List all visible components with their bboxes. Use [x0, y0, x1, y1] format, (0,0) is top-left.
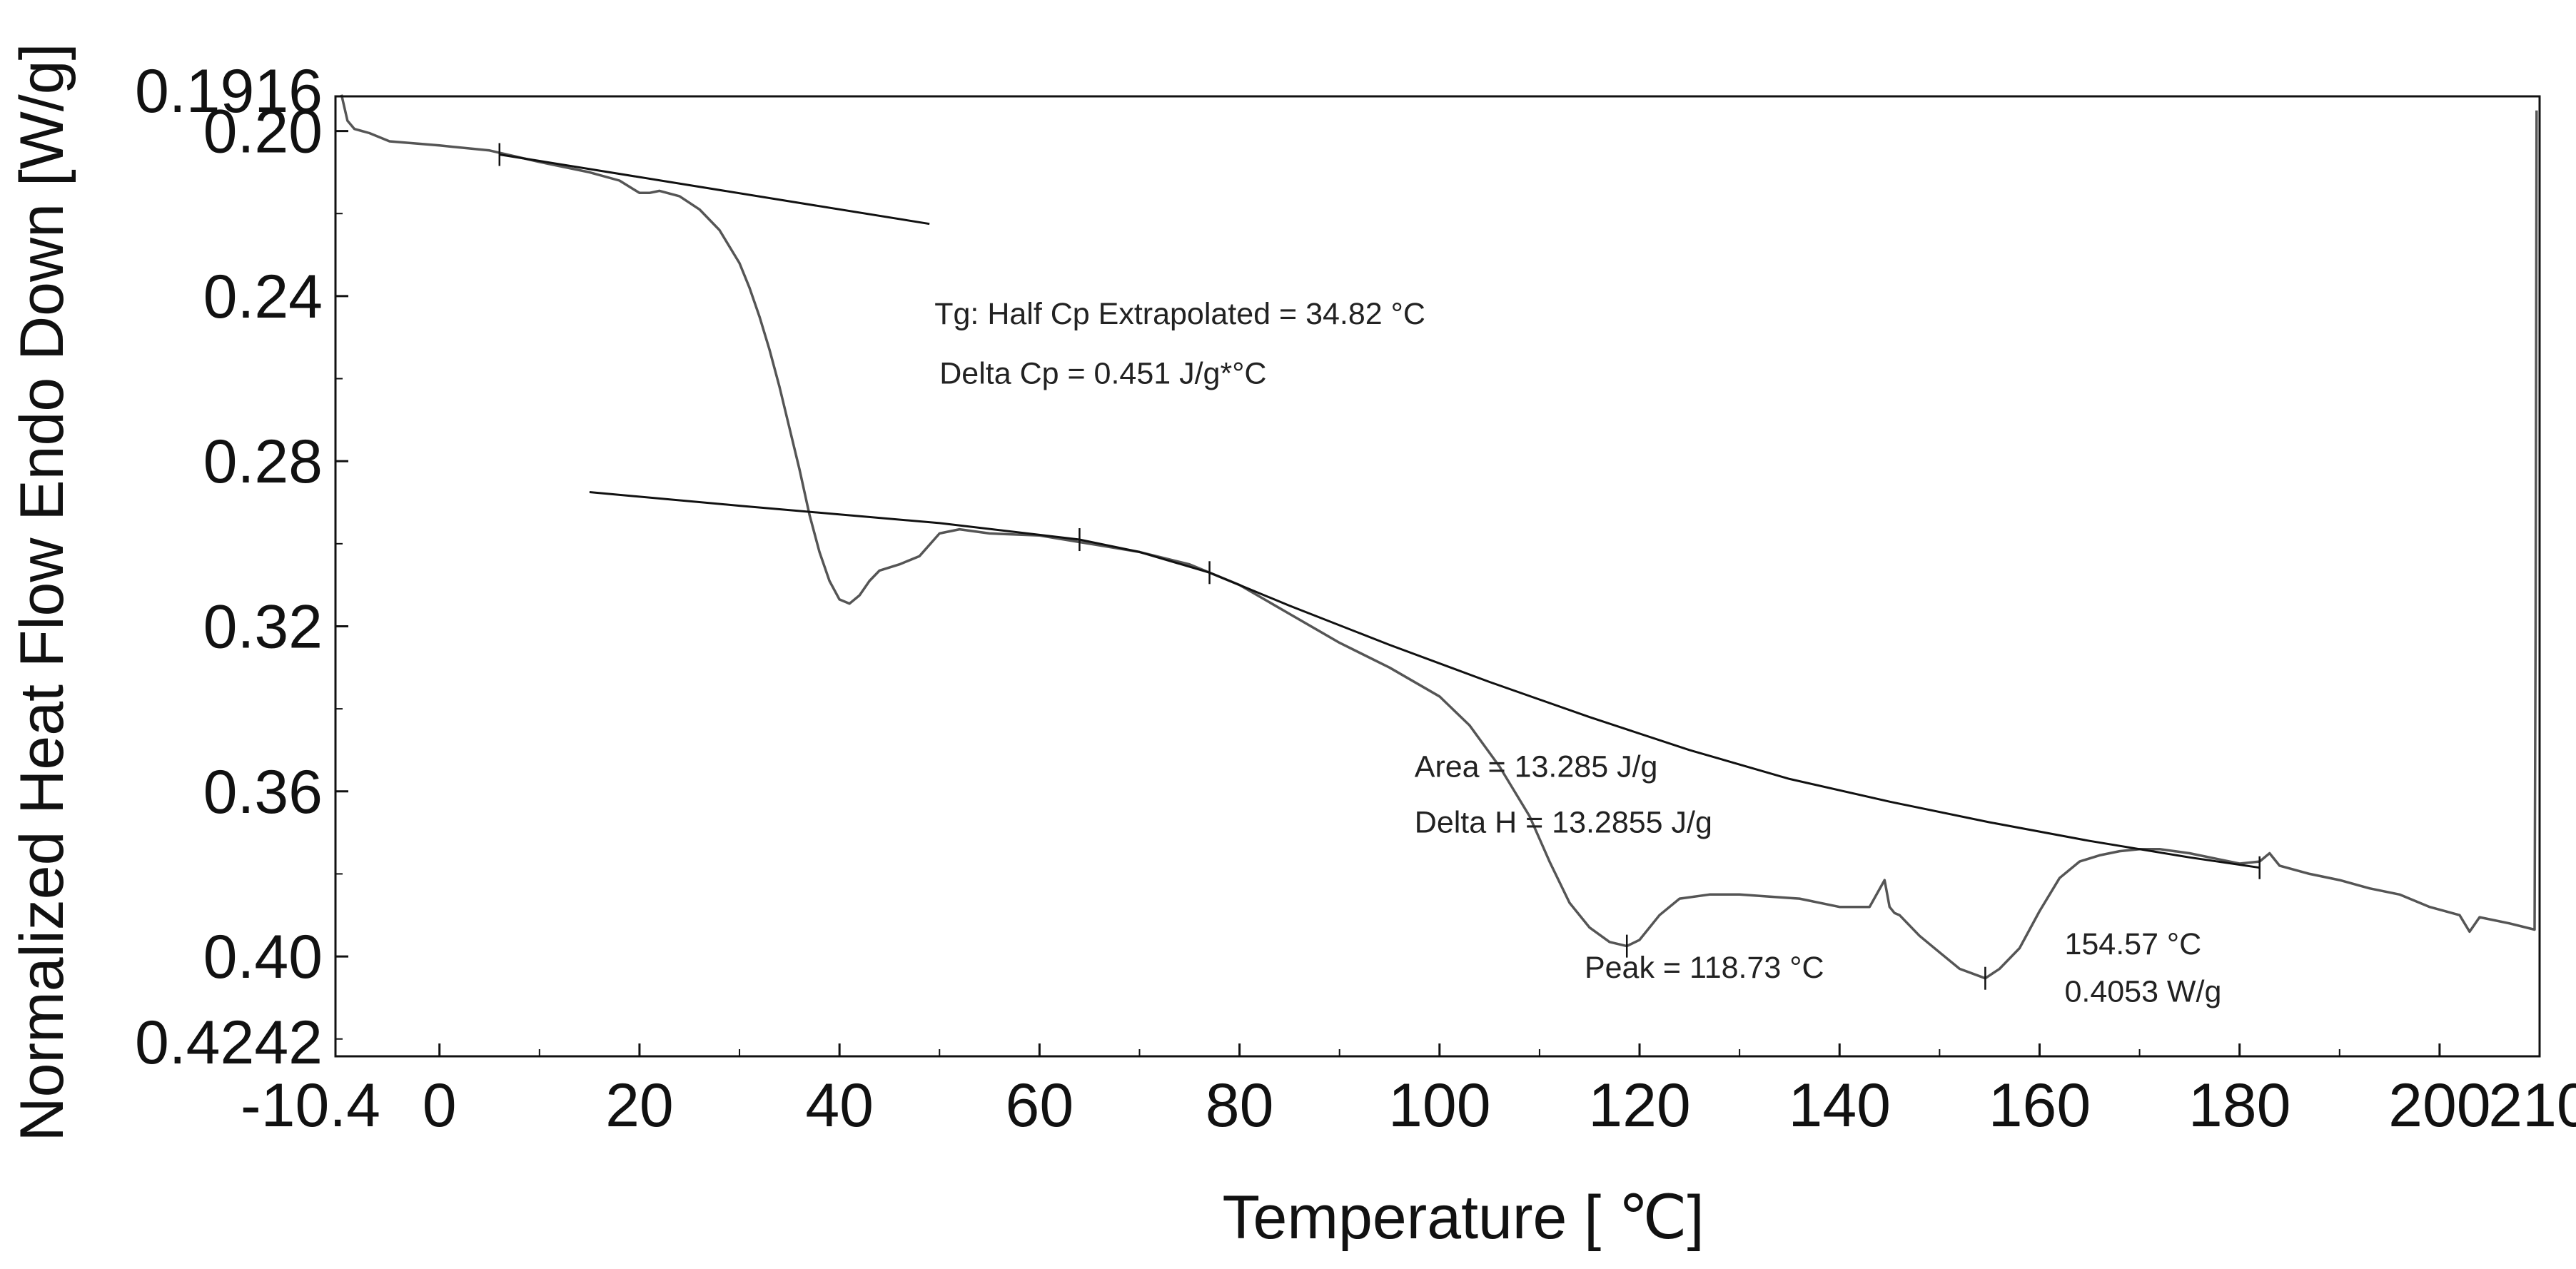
x-tick-label: 200 — [2388, 1071, 2491, 1140]
x-tick-label: 0 — [423, 1071, 457, 1140]
x-tick-label: -10.4 — [241, 1071, 380, 1140]
y-tick-label: 0.36 — [203, 758, 323, 826]
y-tick-label: 0.40 — [203, 923, 323, 991]
annotation-label: 154.57 °C — [2064, 927, 2201, 961]
series-layer — [340, 94, 2538, 980]
x-tick-label: 210 — [2488, 1071, 2576, 1140]
x-tick-label: 20 — [605, 1071, 674, 1140]
y-tick-label: 0.32 — [203, 592, 323, 661]
series-line — [340, 94, 2538, 980]
marks-layer — [498, 143, 2261, 990]
annotations: Tg: Half Cp Extrapolated = 34.82 °C Delta… — [934, 297, 2221, 1008]
annotation-label: Delta H = 13.2855 J/g — [1415, 806, 1712, 840]
x-tick-label: 80 — [1206, 1071, 1274, 1140]
y-tick-label: 0.1916 — [135, 57, 323, 126]
x-axis-title: Temperature [ ℃] — [1223, 1183, 1704, 1252]
annotation-label: 0.4053 W/g — [2064, 975, 2221, 1009]
series-line — [499, 153, 930, 226]
plot-border — [334, 95, 2541, 1058]
x-tick-label: 180 — [2188, 1071, 2291, 1140]
annotation-label: Tg: Half Cp Extrapolated = 34.82 °C — [934, 297, 1425, 331]
y-tick-label: 0.24 — [203, 263, 323, 331]
plot-frame — [334, 95, 2541, 1058]
x-tick-label: 60 — [1006, 1071, 1074, 1140]
y-tick-label: 0.4242 — [135, 1008, 323, 1077]
annotation-label: Delta Cp = 0.451 J/g*°C — [939, 356, 1266, 390]
annotation-label: Area = 13.285 J/g — [1415, 750, 1658, 784]
series-line — [589, 491, 2260, 869]
y-axis-title: Normalized Heat Flow Endo Down [W/g] — [8, 43, 76, 1141]
x-tick-label: 140 — [1788, 1071, 1891, 1140]
x-tick-label: 40 — [805, 1071, 874, 1140]
annotation-label: Peak = 118.73 °C — [1585, 951, 1824, 985]
y-tick-label: 0.28 — [203, 428, 323, 496]
y-tick-label: 0.20 — [203, 98, 323, 166]
x-tick-label: 100 — [1388, 1071, 1491, 1140]
x-tick-label: 120 — [1588, 1071, 1691, 1140]
x-tick-label: 160 — [1989, 1071, 2091, 1140]
